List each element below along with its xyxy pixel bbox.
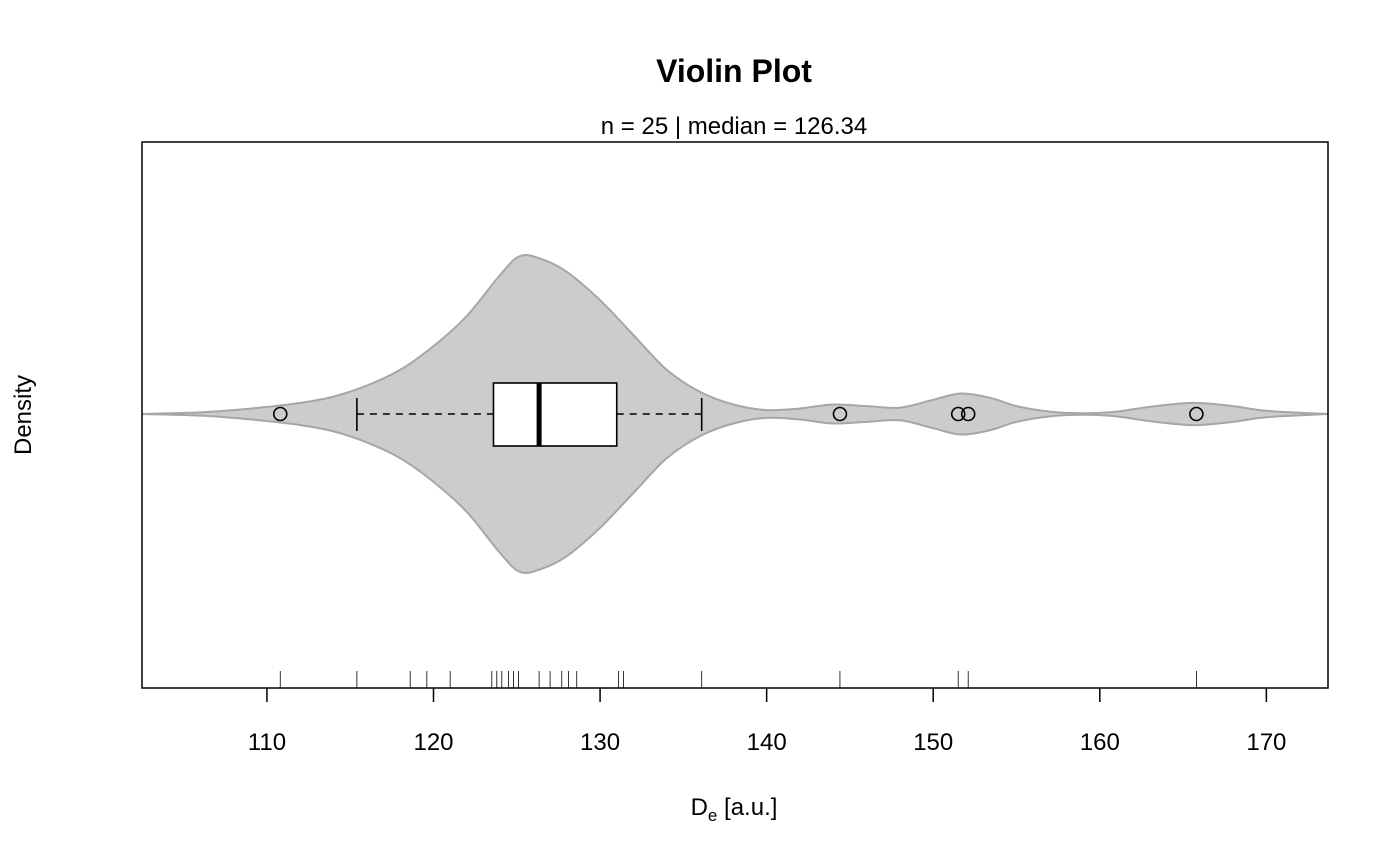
x-axis-label-unit: [a.u.] (717, 794, 777, 821)
violin-shape (141, 254, 1329, 574)
x-axis-label: De [a.u.] (691, 794, 778, 825)
outlier-point (832, 406, 848, 422)
plot-frame (141, 141, 1329, 689)
x-tick-label: 130 (580, 729, 620, 756)
outlier-point (272, 406, 288, 422)
x-tick-label: 150 (913, 729, 953, 756)
outlier-point (1189, 406, 1204, 422)
x-axis-label-main: D (691, 794, 708, 821)
x-tick-label: 170 (1246, 729, 1286, 756)
iqr-box (492, 382, 618, 447)
x-axis: 110 120 130 140 150 160 170 (248, 688, 1286, 756)
x-tick-label: 110 (248, 729, 286, 756)
x-tick-label: 140 (747, 729, 787, 756)
y-axis-label: Density (10, 375, 37, 455)
x-tick-label: 120 (413, 729, 453, 756)
x-tick-label: 160 (1080, 729, 1120, 756)
outlier-point (950, 406, 966, 422)
plot-area (141, 254, 1329, 688)
x-axis-label-subscript: e (708, 806, 717, 825)
chart-title: Violin Plot (656, 53, 812, 89)
chart-subtitle: n = 25 | median = 126.34 (601, 113, 867, 140)
outlier-point (960, 406, 976, 422)
